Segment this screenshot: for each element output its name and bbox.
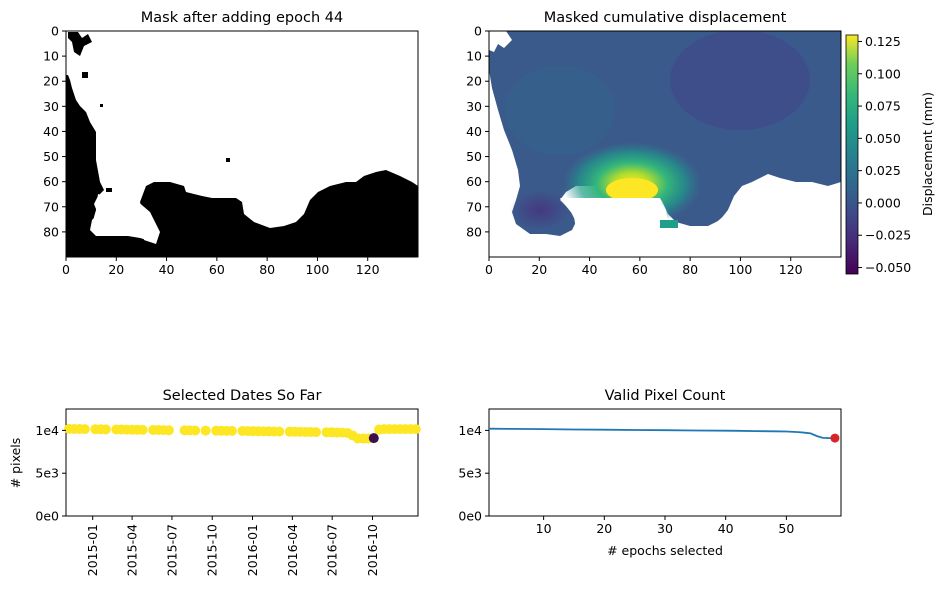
colorbar-tick-label: 0.050 [865, 131, 901, 146]
dates-highlight-point [368, 433, 379, 444]
disp-ytick-label: 30 [466, 99, 482, 114]
colorbar-tick-label: 0.025 [865, 163, 901, 178]
colorbar: 0.125 0.100 0.075 0.050 0.025 0.000 −0.025 −0.0… [845, 34, 935, 275]
dates-point [410, 424, 421, 435]
disp-ytick-label: 0 [474, 24, 482, 39]
dates-point [274, 426, 285, 437]
disp-ytick-label: 70 [466, 199, 482, 214]
mask-xtick-label: 20 [108, 262, 124, 277]
mask-ytick-label: 80 [43, 224, 59, 239]
dates-ytick-label: 0e0 [35, 509, 59, 524]
colorbar-tick-label: 0.125 [865, 34, 901, 49]
count-series-line [488, 427, 835, 439]
dates-xtick-label: 2015-01 [85, 524, 100, 576]
disp-y-axis: 0 10 20 30 40 50 60 70 80 [466, 24, 489, 239]
count-x-axis: 10 20 30 40 50 [536, 516, 794, 536]
dates-ytick-label: 5e3 [35, 466, 59, 481]
mask-x-axis: 0 20 40 60 80 100 120 [62, 257, 380, 277]
count-xtick-label: 50 [778, 521, 794, 536]
mask-ytick-label: 50 [43, 149, 59, 164]
mask-ytick-label: 30 [43, 99, 59, 114]
mask-ytick-label: 0 [51, 24, 59, 39]
dates-point [100, 424, 111, 435]
count-y-axis: 0e0 5e3 1e4 [458, 423, 489, 524]
dates-xtick-label: 2016-04 [285, 524, 300, 576]
mask-ytick-label: 70 [43, 199, 59, 214]
count-line [488, 427, 840, 443]
mask-xtick-label: 100 [305, 262, 329, 277]
dates-y-axis: 0e0 5e3 1e4 [35, 423, 66, 524]
colorbar-tick-label: 0.000 [865, 195, 901, 210]
disp-ytick-label: 20 [466, 74, 482, 89]
count-ytick-label: 1e4 [458, 423, 482, 438]
dates-scatter [64, 423, 421, 444]
count-xlabel: # epochs selected [607, 543, 723, 558]
mask-title: Mask after adding epoch 44 [141, 10, 343, 26]
dates-xtick-label: 2015-04 [125, 524, 140, 576]
dates-point [190, 425, 201, 436]
disp-ytick-label: 10 [466, 49, 482, 64]
colorbar-tick-label: −0.025 [865, 228, 911, 243]
colorbar-label: Displacement (mm) [920, 92, 935, 216]
mask-image [66, 31, 418, 257]
disp-ytick-label: 50 [466, 149, 482, 164]
dates-point [310, 427, 321, 438]
colorbar-tick-label: −0.050 [865, 260, 911, 275]
disp-ytick-label: 40 [466, 124, 482, 139]
count-xtick-label: 10 [536, 521, 552, 536]
dates-ytick-label: 1e4 [35, 423, 59, 438]
count-ytick-label: 0e0 [458, 509, 482, 524]
dates-xtick-label: 2016-07 [325, 524, 340, 576]
mask-xtick-label: 120 [356, 262, 380, 277]
count-xtick-label: 40 [718, 521, 734, 536]
mask-ytick-label: 10 [43, 49, 59, 64]
count-xtick-label: 20 [596, 521, 612, 536]
dates-point [163, 425, 174, 436]
count-last-point [830, 433, 840, 443]
disp-x-axis: 0 20 40 60 80 100 120 [485, 257, 803, 277]
disp-xtick-label: 60 [632, 262, 648, 277]
disp-xtick-label: 40 [582, 262, 598, 277]
dates-xtick-label: 2016-10 [365, 524, 380, 576]
disp-xtick-label: 120 [779, 262, 803, 277]
dates-point [200, 425, 211, 436]
dates-x-axis: 2015-01 2015-04 2015-07 2015-10 2016-01 2016-… [85, 516, 380, 576]
dates-point [79, 424, 90, 435]
disp-ytick-label: 60 [466, 174, 482, 189]
colorbar-tick-label: 0.075 [865, 99, 901, 114]
count-xtick-label: 30 [657, 521, 673, 536]
disp-xtick-label: 20 [531, 262, 547, 277]
dates-xtick-label: 2016-01 [245, 524, 260, 576]
count-title: Valid Pixel Count [605, 388, 726, 404]
mask-ytick-label: 60 [43, 174, 59, 189]
dates-ylabel: # pixels [8, 438, 23, 489]
disp-title: Masked cumulative displacement [544, 10, 787, 26]
disp-xtick-label: 100 [728, 262, 752, 277]
disp-xtick-label: 80 [682, 262, 698, 277]
dates-xtick-label: 2015-07 [164, 524, 179, 576]
mask-xtick-label: 60 [209, 262, 225, 277]
dates-xtick-label: 2015-10 [205, 524, 220, 576]
mask-xtick-label: 40 [159, 262, 175, 277]
colorbar-tick-label: 0.100 [865, 66, 901, 81]
dates-title: Selected Dates So Far [163, 388, 322, 404]
count-ytick-label: 5e3 [458, 466, 482, 481]
dates-point [137, 424, 148, 435]
mask-xtick-label: 0 [62, 262, 70, 277]
mask-xtick-label: 80 [259, 262, 275, 277]
disp-ytick-label: 80 [466, 224, 482, 239]
mask-y-axis: 0 10 20 30 40 50 60 70 80 [43, 24, 66, 239]
mask-ytick-label: 20 [43, 74, 59, 89]
disp-xtick-label: 0 [485, 262, 493, 277]
dates-point [226, 425, 237, 436]
mask-ytick-label: 40 [43, 124, 59, 139]
disp-image [489, 31, 841, 257]
